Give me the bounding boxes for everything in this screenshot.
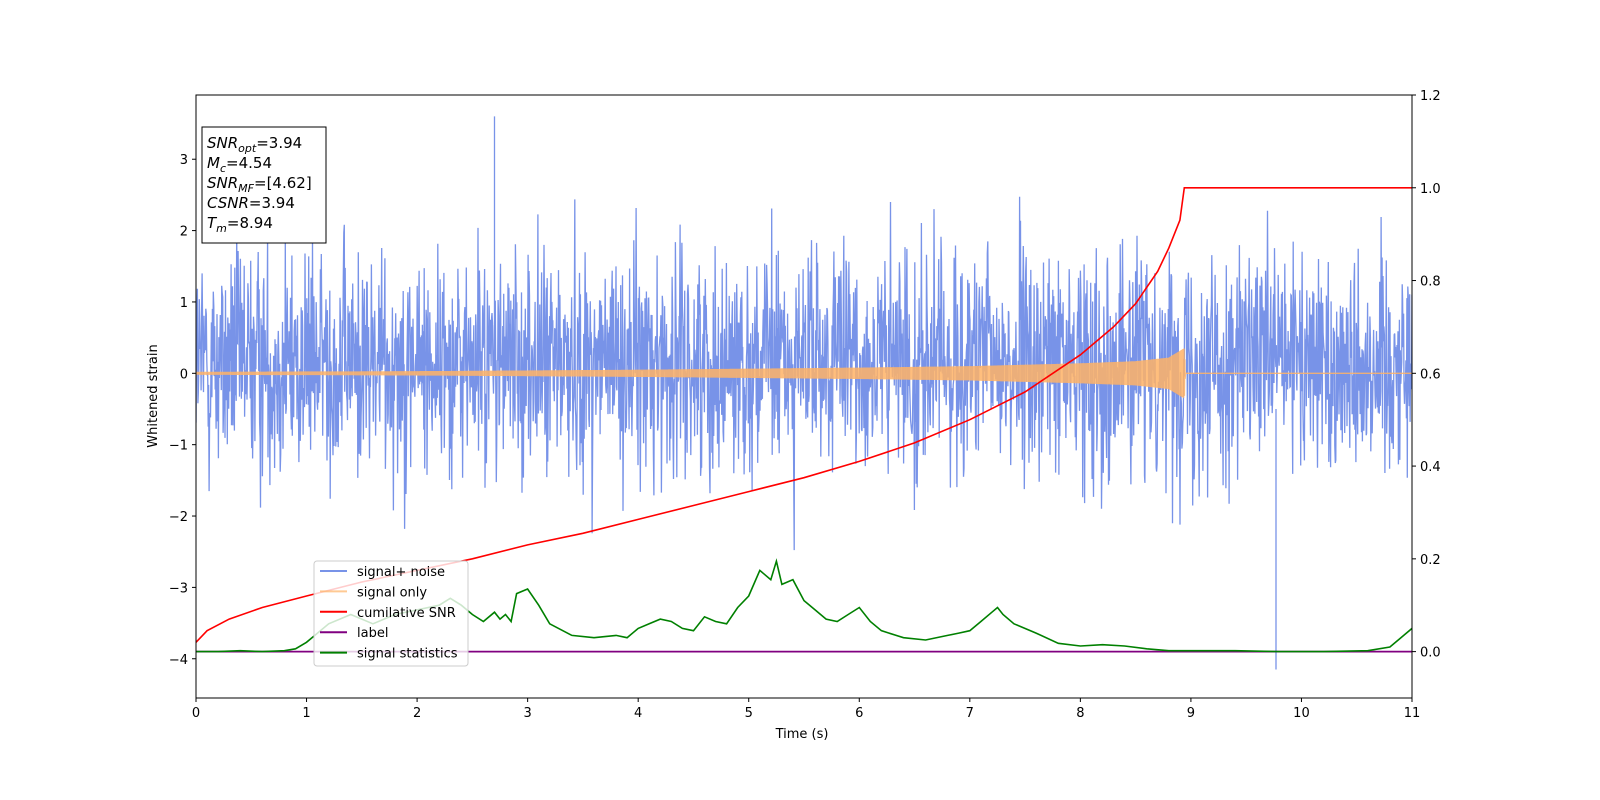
- x-tick-label: 3: [523, 706, 531, 721]
- x-tick-label: 2: [413, 706, 421, 721]
- annotation-line: SNRMF=[4.62]: [207, 174, 312, 195]
- x-tick-label: 7: [966, 706, 974, 721]
- right-y-tick-label: 0.8: [1420, 275, 1441, 290]
- annotation-line: CSNR=3.94: [207, 194, 295, 212]
- annotation-line: Tm=8.94: [207, 214, 273, 235]
- x-axis-label: Time (s): [775, 727, 829, 742]
- right-y-tick-label: 0.0: [1420, 646, 1441, 661]
- x-tick-label: 6: [855, 706, 863, 721]
- y-tick-label: 2: [180, 225, 188, 240]
- plot-frame: [195, 94, 1413, 699]
- legend-frame: [313, 560, 469, 667]
- x-tick-label: 4: [634, 706, 642, 721]
- legend-entry-label: label: [357, 626, 388, 641]
- series-signal-noise: [196, 116, 1412, 670]
- axis-ticks-layer: 0 1 2 3 4 5 6 7 8 9 10 11 −4 −3 −2 −1 0 1 2 3 0.0 0.2 0.4 0.6 0.…: [169, 89, 1441, 721]
- legend-entry-label: signal+ noise: [357, 565, 445, 580]
- right-y-tick-label: 1.0: [1420, 182, 1441, 197]
- legend-entry-label: signal only: [357, 585, 427, 600]
- y-tick-label: 0: [180, 367, 188, 382]
- x-tick-label: 9: [1187, 706, 1195, 721]
- annotation-line: SNRopt=3.94: [207, 134, 302, 155]
- x-tick-label: 5: [745, 706, 753, 721]
- right-y-tick-label: 0.6: [1420, 367, 1441, 382]
- y-tick-label: −2: [169, 510, 188, 525]
- y-tick-label: 1: [180, 296, 188, 311]
- x-tick-label: 1: [302, 706, 310, 721]
- annotation-line: Mc=4.54: [207, 154, 272, 175]
- right-y-tick-label: 0.4: [1420, 460, 1441, 475]
- y-tick-label: −1: [169, 439, 188, 454]
- x-tick-label: 10: [1293, 706, 1310, 721]
- y-axis-label: Whitened strain: [146, 344, 161, 447]
- right-y-tick-label: 0.2: [1420, 553, 1441, 568]
- y-tick-label: −4: [169, 653, 188, 668]
- x-tick-label: 11: [1404, 706, 1421, 721]
- legend-entry-label: signal statistics: [357, 647, 458, 662]
- x-tick-label: 8: [1076, 706, 1084, 721]
- series-signal-only: [196, 348, 1412, 398]
- x-tick-label: 0: [192, 706, 200, 721]
- annotation-frame: [201, 126, 327, 244]
- right-y-tick-label: 1.2: [1420, 89, 1441, 104]
- y-tick-label: 3: [180, 153, 188, 168]
- legend-entry-label: cumilative SNR: [357, 606, 456, 621]
- y-tick-label: −3: [169, 581, 188, 596]
- legend: signal+ noise signal only cumilative SNR la…: [313, 560, 469, 667]
